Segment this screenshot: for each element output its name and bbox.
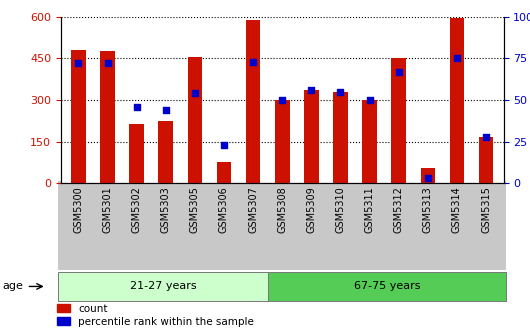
Legend: count, percentile rank within the sample: count, percentile rank within the sample [53,299,258,331]
Bar [158,121,173,183]
Point [365,97,374,103]
Bar [363,100,377,183]
Point [394,69,403,74]
Point [423,175,432,181]
Bar [333,92,348,183]
Point [453,56,461,61]
Text: 67-75 years: 67-75 years [354,282,420,291]
Point [162,107,170,113]
Bar [71,50,86,183]
Point [482,134,490,139]
Bar [420,168,435,183]
Point [132,104,141,109]
Bar [188,57,202,183]
Point [103,61,112,66]
Point [191,91,199,96]
Point [74,61,83,66]
Bar [246,19,260,183]
Text: age: age [3,282,23,291]
Point [307,87,315,93]
Bar [217,162,231,183]
Point [336,89,344,94]
Bar [392,58,406,183]
Bar [100,51,115,183]
Point [249,59,258,65]
Point [220,142,228,148]
Bar [479,137,493,183]
Bar [449,18,464,183]
Bar [275,100,289,183]
Point [278,97,287,103]
Bar [304,90,319,183]
Bar [129,124,144,183]
Text: 21-27 years: 21-27 years [130,282,196,291]
